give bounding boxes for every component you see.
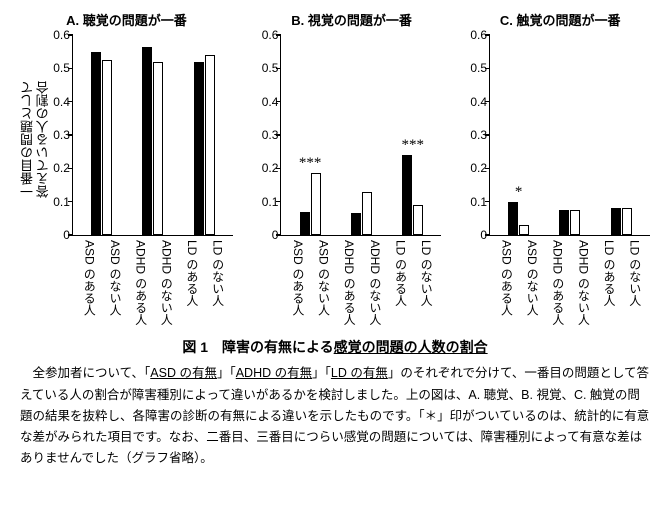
panel-title: C. 触覚の問題が一番 [500,10,621,29]
x-label: ASD のある人 [291,240,304,325]
x-label: ASD のない人 [316,240,329,325]
bar-with [508,202,518,235]
bar-with [194,62,204,235]
x-label: ASD のある人 [82,240,95,325]
plot-area [72,35,233,236]
bar-pair: * [508,202,529,235]
bar-pair [194,55,215,235]
x-label: ASD のある人 [499,240,512,325]
x-label: ASD のない人 [525,240,538,325]
bars [73,35,233,235]
x-label: LD のある人 [185,240,198,325]
bar-with [91,52,101,235]
significance-marker: * [515,185,523,202]
x-label: LD のない人 [419,240,432,325]
plot-wrap: 0.60.50.40.30.20.10* [470,35,650,236]
bar-without [519,225,529,235]
x-label: ADHD のある人 [133,240,146,325]
caption-prefix: 図 1 障害の有無による [182,339,333,355]
bar-with [611,208,621,235]
bar-without [205,55,215,235]
x-label: ASD のない人 [108,240,121,325]
x-label: LD のない人 [628,240,641,325]
figure-body-text: 全参加者について、「ASD の有無」「ADHD の有無」「LD の有無」のそれぞ… [20,363,650,481]
panel-A: A. 聴覚の問題が一番一番目の問題として答えている人の割合0.60.50.40.… [20,10,233,325]
figure-1: A. 聴覚の問題が一番一番目の問題として答えている人の割合0.60.50.40.… [0,0,670,482]
x-label: ADHD のある人 [551,240,564,325]
bars: ****** [281,35,441,235]
bar-with [402,155,412,235]
x-labels: ASD のある人 ASD のない人 ADHD のある人 ADHD のない人 LD のある… [281,240,441,325]
bar-without [570,210,580,235]
bar-pair [559,210,580,235]
panel-C: C. 触覚の問題が一番0.60.50.40.30.20.10*ASD のある人A… [470,10,650,325]
y-axis-label: 一番目の問題として答えている人の割合 [20,35,51,236]
x-label: LD のある人 [602,240,615,325]
x-labels: ASD のある人 ASD のない人 ADHD のある人 ADHD のない人 LD のある… [73,240,233,325]
significance-marker: *** [402,138,425,155]
bar-without [102,60,112,235]
bar-without [413,205,423,235]
bar-with [559,210,569,235]
bar-without [362,192,372,235]
bar-with [351,213,361,235]
x-label: ADHD のない人 [159,240,172,325]
caption-underline: 感覚の問題の人数の割合 [334,339,488,355]
plot-area: * [489,35,650,236]
plot-wrap: 一番目の問題として答えている人の割合0.60.50.40.30.20.10 [20,35,233,236]
bar-with [142,47,152,235]
bar-pair: *** [402,155,423,235]
significance-marker: *** [299,156,322,173]
bar-pair [142,47,163,235]
panel-title: A. 聴覚の問題が一番 [66,10,187,29]
bar-with [300,212,310,235]
x-label: ADHD のない人 [576,240,589,325]
x-labels: ASD のある人 ASD のない人 ADHD のある人 ADHD のない人 LD のある… [490,240,650,325]
bars: * [490,35,650,235]
x-label: LD のない人 [210,240,223,325]
figure-caption: 図 1 障害の有無による感覚の問題の人数の割合 [20,337,650,357]
panel-row: A. 聴覚の問題が一番一番目の問題として答えている人の割合0.60.50.40.… [20,10,650,325]
panel-B: B. 視覚の問題が一番0.60.50.40.30.20.10******ASD … [262,10,442,325]
x-label: ADHD のない人 [368,240,381,325]
x-label: LD のある人 [393,240,406,325]
bar-without [153,62,163,235]
bar-without [622,208,632,235]
plot-area: ****** [280,35,441,236]
bar-pair [91,52,112,235]
bar-pair [351,192,372,235]
bar-pair [611,208,632,235]
plot-wrap: 0.60.50.40.30.20.10****** [262,35,442,236]
panel-title: B. 視覚の問題が一番 [291,10,412,29]
x-label: ADHD のある人 [342,240,355,325]
bar-without [311,173,321,235]
bar-pair: *** [300,173,321,235]
